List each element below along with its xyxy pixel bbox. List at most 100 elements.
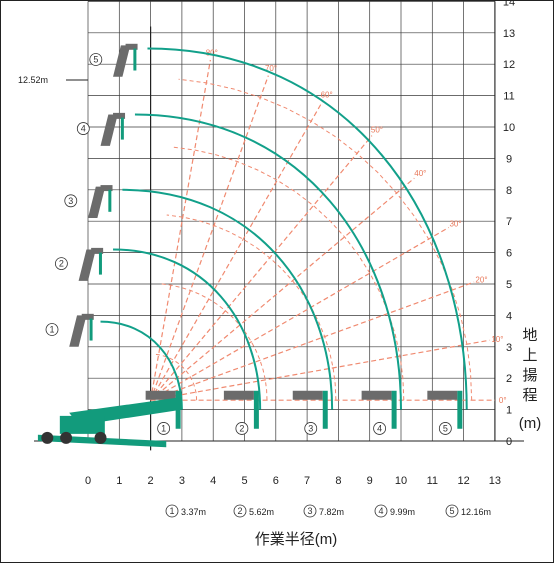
legend-length: 5.62m (249, 507, 274, 517)
angle-label: 70° (265, 64, 277, 73)
angle-label: 60° (321, 90, 333, 99)
y-tick-label: 13 (503, 28, 515, 40)
y-tick-label: 5 (506, 279, 512, 291)
legend-mark-number: 5 (449, 506, 454, 516)
legend-mark (445, 504, 459, 518)
hook-block (253, 390, 259, 429)
y-tick-label: 3 (506, 342, 512, 354)
legend-length: 7.82m (319, 507, 344, 517)
angle-line (150, 75, 269, 401)
x-tick-label: 2 (148, 475, 154, 487)
stage-mark (304, 422, 318, 435)
boom-head (125, 43, 138, 50)
y-tick-label: 2 (506, 373, 512, 385)
angle-label: 0° (499, 396, 507, 405)
legend-mark-number: 2 (237, 506, 242, 516)
x-tick-label: 11 (427, 475, 438, 487)
hook-line (89, 318, 93, 341)
stage-mark (373, 422, 387, 435)
crane-body (59, 415, 105, 434)
angle-line (150, 226, 450, 401)
legend-mark (374, 504, 388, 518)
y-tick-label: 1 (506, 405, 512, 417)
boom-positions: 1 2 3 4 5 1 2 3 4 5 (45, 43, 463, 435)
legend-mark-number: 3 (307, 506, 312, 516)
y-axis-title-char-4: 程 (522, 387, 537, 404)
stage-mark (235, 422, 249, 435)
stage-mark (76, 122, 90, 135)
crane-wheel (60, 431, 73, 444)
vertical-boom (69, 315, 87, 347)
angle-line (150, 339, 490, 401)
stage-mark-number: 4 (377, 423, 382, 433)
hook-line (108, 189, 112, 212)
legend-mark (303, 504, 317, 518)
horizontal-boom (223, 390, 254, 400)
stage-mark (64, 194, 78, 208)
angle-arc (160, 283, 268, 401)
angle-line (150, 59, 211, 401)
boom-head (81, 313, 94, 320)
stage-mark-number: 3 (308, 423, 313, 433)
reach-curves (100, 47, 468, 410)
y-axis-title-char-2: 上 (522, 347, 537, 364)
hook-line (120, 117, 124, 140)
y-tick-label: 14 (503, 0, 515, 8)
x-tick-labels: 0 1 2 3 4 5 6 7 8 9 10 11 12 13 (85, 475, 501, 487)
y-tick-label: 0 (506, 436, 512, 448)
legend-length: 9.99m (390, 507, 415, 517)
crane-wheel (41, 431, 54, 444)
horizontal-boom (145, 390, 176, 400)
x-tick-label: 7 (304, 475, 310, 487)
reach-curve (122, 188, 334, 410)
legend-mark (233, 504, 247, 518)
stage-mark (54, 257, 68, 270)
angle-line (150, 177, 415, 401)
y-tick-label: 10 (503, 122, 515, 134)
vertical-boom (78, 249, 96, 281)
y-axis-title-char-1: 地 (522, 327, 537, 344)
hook-block (391, 390, 397, 429)
horizontal-boom (427, 390, 458, 400)
x-tick-label: 10 (395, 475, 407, 487)
y-tick-label: 6 (506, 248, 512, 260)
stage-mark-number: 1 (49, 325, 54, 335)
x-tick-label: 12 (457, 475, 469, 487)
y-tick-label: 7 (506, 216, 512, 228)
x-tick-label: 9 (367, 475, 373, 487)
vertical-boom (113, 45, 131, 77)
stage-mark (45, 323, 59, 336)
stage-mark (438, 422, 452, 435)
x-tick-label: 5 (241, 475, 247, 487)
y-axis-unit: (m) (519, 415, 542, 432)
reach-curve (134, 113, 402, 410)
vertical-boom (88, 186, 106, 219)
angle-line (150, 281, 475, 401)
stage-mark-number: 2 (59, 259, 64, 269)
angle-label: 20° (475, 275, 487, 284)
stage-mark-number: 3 (68, 196, 73, 206)
reach-curve (113, 248, 262, 410)
x-tick-label: 4 (210, 475, 216, 487)
horizontal-boom (361, 390, 392, 400)
stage-mark-number: 5 (93, 54, 98, 64)
crane-wheel (94, 431, 107, 444)
boom-head (113, 112, 126, 119)
max-height-label: 12.52m (18, 75, 48, 85)
y-tick-label: 11 (503, 91, 514, 103)
angle-label: 30° (449, 220, 461, 229)
x-tick-label: 8 (335, 475, 341, 487)
hook-block (457, 390, 463, 429)
x-tick-label: 3 (179, 475, 185, 487)
legend-mark-number: 4 (378, 506, 383, 516)
angle-label: 40° (414, 169, 426, 178)
hook-line (133, 48, 137, 71)
stage-mark-number: 1 (161, 423, 166, 433)
boom-head (100, 185, 113, 192)
boom-head (91, 247, 104, 254)
stage-mark (89, 53, 103, 66)
angle-line (150, 135, 373, 401)
legend-length: 3.37m (181, 507, 206, 517)
